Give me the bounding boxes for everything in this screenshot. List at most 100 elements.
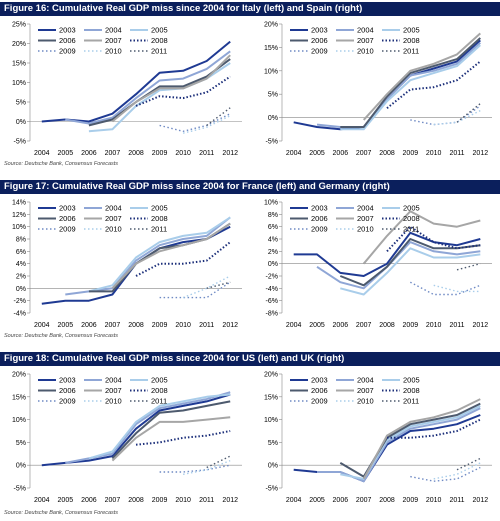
y-tick-label: 25% bbox=[12, 22, 26, 29]
y-tick-label: 0% bbox=[16, 463, 26, 470]
x-tick-label: 2010 bbox=[175, 322, 191, 329]
y-tick-label: 20% bbox=[12, 372, 26, 379]
y-tick-label: 12% bbox=[12, 212, 26, 219]
y-tick-label: 0% bbox=[268, 463, 278, 470]
y-tick-label: 15% bbox=[12, 394, 26, 401]
series-line-2003 bbox=[293, 231, 481, 277]
x-tick-label: 2006 bbox=[333, 322, 349, 329]
series-line-2010 bbox=[433, 284, 481, 293]
y-tick-label: -2% bbox=[266, 274, 278, 281]
y-tick-label: 0% bbox=[268, 115, 278, 122]
x-tick-label: 2007 bbox=[105, 150, 121, 157]
legend-label-2003: 2003 bbox=[311, 376, 328, 385]
y-tick-label: -5% bbox=[266, 486, 278, 493]
x-tick-label: 2005 bbox=[58, 322, 74, 329]
x-tick-label: 2007 bbox=[105, 497, 121, 504]
legend-label-2011: 2011 bbox=[403, 47, 419, 56]
y-tick-label: 15% bbox=[264, 394, 278, 401]
x-tick-label: 2004 bbox=[286, 497, 302, 504]
legend-label-2005: 2005 bbox=[403, 204, 420, 213]
series-line-2009 bbox=[159, 113, 231, 133]
series-line-2005 bbox=[88, 216, 231, 293]
chart-us: -5% 0% 5% 10% 15% 20% 2004 2005 2006 2007 2008 2009… bbox=[12, 372, 242, 504]
y-tick-label: 8% bbox=[16, 237, 26, 244]
legend-label-2008: 2008 bbox=[151, 214, 168, 223]
series-line-2007 bbox=[362, 210, 481, 265]
series-line-2003 bbox=[41, 225, 231, 305]
series-line-2006 bbox=[339, 402, 481, 478]
x-tick-label: 2008 bbox=[379, 497, 395, 504]
y-tick-label: 10% bbox=[264, 417, 278, 424]
legend-label-2009: 2009 bbox=[311, 47, 328, 56]
legend-label-2007: 2007 bbox=[105, 386, 122, 395]
y-tick-label: 6% bbox=[268, 224, 278, 231]
x-tick-label: 2004 bbox=[286, 322, 302, 329]
legend-label-2011: 2011 bbox=[403, 397, 419, 406]
x-tick-label: 2009 bbox=[152, 322, 168, 329]
x-tick-label: 2006 bbox=[81, 150, 97, 157]
y-tick-label: 10% bbox=[12, 224, 26, 231]
x-tick-label: 2008 bbox=[128, 150, 144, 157]
x-tick-label: 2007 bbox=[356, 150, 372, 157]
chart-germany: -8%-6%-4%-2%0%2%4%6%8%10%2004 2005 2006 200… bbox=[264, 200, 492, 329]
legend-label-2004: 2004 bbox=[357, 204, 374, 213]
figure-17-source: Source: Deutsche Bank, Consensus Forecas… bbox=[4, 333, 119, 339]
y-tick-label: 5% bbox=[268, 440, 278, 447]
series-line-2006 bbox=[88, 58, 231, 127]
x-tick-label: 2006 bbox=[81, 497, 97, 504]
legend-label-2008: 2008 bbox=[403, 386, 420, 395]
x-tick-label: 2004 bbox=[34, 150, 50, 157]
series-line-2009 bbox=[410, 466, 481, 482]
y-tick-label: 6% bbox=[16, 249, 26, 256]
x-tick-label: 2008 bbox=[128, 322, 144, 329]
legend-label-2004: 2004 bbox=[357, 26, 374, 35]
x-tick-label: 2011 bbox=[449, 150, 464, 157]
series-line-2011 bbox=[206, 107, 231, 126]
y-tick-label: -4% bbox=[266, 286, 278, 293]
series-line-2011 bbox=[206, 455, 231, 469]
x-tick-label: 2012 bbox=[473, 150, 489, 157]
series-line-2011 bbox=[206, 281, 231, 289]
series-line-2010 bbox=[182, 115, 231, 134]
x-tick-label: 2010 bbox=[175, 150, 191, 157]
legend-label-2009: 2009 bbox=[59, 225, 76, 234]
y-tick-label: 0% bbox=[16, 119, 26, 126]
y-tick-label: 10% bbox=[12, 417, 26, 424]
y-tick-label: -5% bbox=[266, 139, 278, 146]
x-tick-label: 2009 bbox=[152, 150, 168, 157]
x-tick-label: 2005 bbox=[309, 322, 325, 329]
legend-label-2007: 2007 bbox=[105, 214, 122, 223]
x-tick-label: 2008 bbox=[128, 497, 144, 504]
legend-label-2007: 2007 bbox=[357, 214, 374, 223]
series-line-2007 bbox=[111, 222, 231, 289]
figure-18-title: Figure 18: Cumulative Real GDP miss sinc… bbox=[0, 352, 500, 366]
legend-label-2010: 2010 bbox=[105, 47, 122, 56]
series-line-2004 bbox=[65, 391, 231, 464]
y-tick-label: 10% bbox=[264, 68, 278, 75]
x-tick-label: 2012 bbox=[222, 150, 238, 157]
y-tick-label: 5% bbox=[16, 440, 26, 447]
legend-label-2011: 2011 bbox=[151, 47, 167, 56]
series-line-2005 bbox=[340, 405, 481, 480]
x-tick-label: 2012 bbox=[222, 497, 238, 504]
legend-label-2011: 2011 bbox=[151, 397, 167, 406]
x-tick-label: 2008 bbox=[379, 322, 395, 329]
series-line-2004 bbox=[65, 50, 231, 125]
series-line-2006 bbox=[339, 238, 481, 287]
y-tick-label: 15% bbox=[264, 45, 278, 52]
y-tick-label: 2% bbox=[268, 249, 278, 256]
x-tick-label: 2005 bbox=[309, 150, 325, 157]
y-tick-label: -6% bbox=[266, 298, 278, 305]
series-line-2008 bbox=[135, 75, 231, 107]
legend-label-2008: 2008 bbox=[403, 214, 420, 223]
x-tick-label: 2011 bbox=[449, 322, 464, 329]
y-tick-label: 20% bbox=[264, 22, 278, 29]
figure-16-source: Source: Deutsche Bank, Consensus Forecas… bbox=[4, 161, 119, 167]
legend-label-2006: 2006 bbox=[59, 214, 76, 223]
x-tick-label: 2011 bbox=[199, 497, 214, 504]
legend-label-2006: 2006 bbox=[311, 386, 328, 395]
x-tick-label: 2006 bbox=[333, 497, 349, 504]
series-line-2007 bbox=[362, 32, 481, 121]
y-tick-label: -2% bbox=[14, 298, 26, 305]
legend-label-2009: 2009 bbox=[59, 47, 76, 56]
